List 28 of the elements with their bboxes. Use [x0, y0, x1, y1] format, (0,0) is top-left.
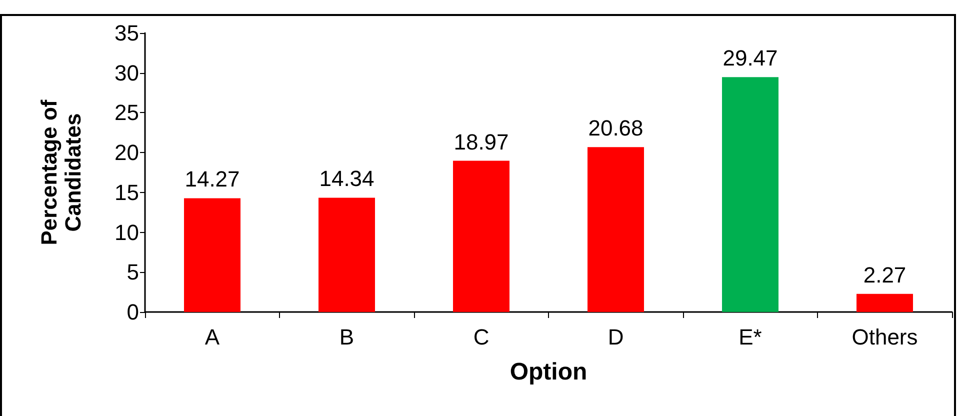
- x-tick-label: E*: [738, 324, 762, 350]
- x-tick-label: C: [473, 324, 490, 350]
- data-label: 14.27: [184, 166, 240, 192]
- y-tick-label: 10: [114, 220, 139, 245]
- bar: [184, 198, 240, 312]
- bar: [856, 294, 913, 312]
- y-axis-title: Percentage of Candidates: [36, 99, 86, 246]
- data-label: 20.68: [588, 116, 644, 141]
- y-tick-label: 0: [126, 300, 139, 324]
- data-label: 29.47: [722, 46, 778, 71]
- bar: [722, 77, 778, 312]
- y-tick-label: 20: [114, 140, 139, 166]
- data-label: 14.34: [319, 166, 374, 192]
- x-tick-label: D: [608, 324, 624, 350]
- data-label: 18.97: [454, 129, 509, 154]
- bar: [318, 198, 375, 312]
- y-tick-label: 15: [114, 180, 139, 205]
- bar: [588, 147, 644, 312]
- x-tick-label: B: [339, 324, 354, 350]
- y-tick-label: 5: [126, 260, 139, 285]
- x-tick-label: Others: [852, 324, 918, 350]
- bar: [453, 160, 510, 312]
- y-tick-label: 25: [114, 100, 139, 126]
- data-label: 2.27: [863, 262, 906, 288]
- x-tick-label: A: [204, 324, 220, 350]
- y-tick-label: 35: [114, 20, 139, 46]
- x-axis-title: Option: [510, 358, 588, 386]
- y-tick-label: 30: [114, 60, 139, 86]
